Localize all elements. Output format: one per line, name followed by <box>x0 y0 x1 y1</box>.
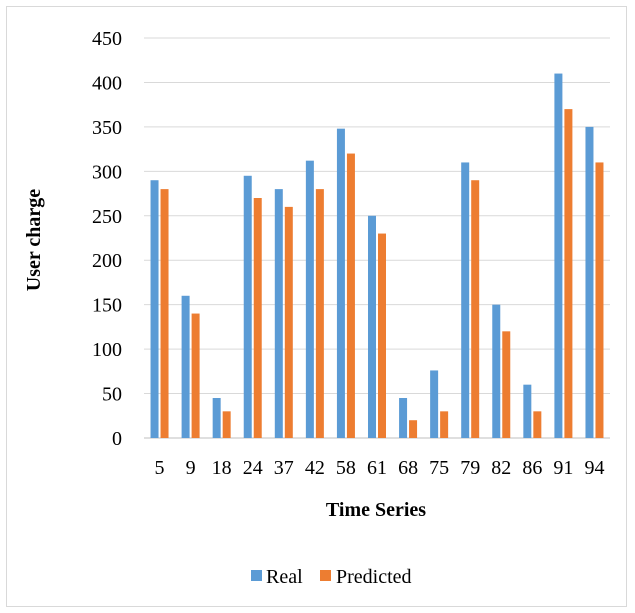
y-tick-label: 200 <box>92 250 122 272</box>
x-tick-label: 75 <box>429 457 449 479</box>
y-tick-label: 400 <box>92 72 122 94</box>
x-tick-label: 58 <box>336 457 356 479</box>
x-tick-label: 79 <box>460 457 480 479</box>
bar-real-75 <box>430 370 439 438</box>
bar-real-61 <box>368 215 376 438</box>
bar-real-18 <box>212 398 221 438</box>
x-tick-label: 24 <box>243 457 263 479</box>
bar-predicted-75 <box>440 411 449 438</box>
x-tick-label: 86 <box>522 457 542 479</box>
x-tick-label: 82 <box>491 457 511 479</box>
bar-predicted-42 <box>315 189 324 438</box>
bar-predicted-18 <box>222 411 231 438</box>
bar-real-86 <box>523 384 532 438</box>
bar-real-24 <box>243 175 252 438</box>
x-axis-title: Time Series <box>326 499 426 521</box>
y-tick-label: 100 <box>92 339 122 361</box>
bar-real-82 <box>492 304 501 438</box>
bar-predicted-58 <box>346 153 355 439</box>
x-tick-label: 9 <box>186 457 196 479</box>
legend-label-real: Real <box>266 566 303 588</box>
bar-predicted-61 <box>378 233 386 438</box>
x-tick-label: 91 <box>553 457 573 479</box>
bar-real-68 <box>399 398 408 438</box>
bar-predicted-82 <box>502 331 511 438</box>
bar-predicted-5 <box>160 189 169 438</box>
x-tick-label: 42 <box>305 457 325 479</box>
bar-real-79 <box>461 162 470 438</box>
bar-predicted-91 <box>564 109 573 438</box>
bars <box>150 73 604 439</box>
bar-predicted-68 <box>409 420 418 438</box>
legend: Real Predicted <box>251 566 412 588</box>
x-tick-label: 18 <box>212 457 232 479</box>
y-tick-label: 250 <box>92 206 122 228</box>
y-tick-label: 300 <box>92 161 122 183</box>
bar-real-94 <box>585 126 594 438</box>
y-axis-ticks: 0 50 100 150 200 250 300 350 400 450 <box>92 28 122 450</box>
y-axis-title: User charge <box>23 189 45 291</box>
y-tick-label: 50 <box>102 384 122 406</box>
bar-real-91 <box>554 73 563 439</box>
bar-predicted-9 <box>191 313 200 438</box>
bar-real-9 <box>181 295 190 438</box>
bar-real-42 <box>305 160 314 438</box>
x-tick-label: 68 <box>398 457 418 479</box>
x-tick-label: 61 <box>367 457 387 479</box>
bar-real-37 <box>274 189 283 438</box>
y-tick-label: 350 <box>92 117 122 139</box>
y-tick-label: 450 <box>92 28 122 50</box>
bar-real-5 <box>150 180 159 438</box>
legend-swatch-predicted <box>320 570 331 581</box>
bar-predicted-37 <box>284 206 293 438</box>
legend-label-predicted: Predicted <box>336 566 412 588</box>
legend-swatch-real <box>251 570 262 581</box>
y-tick-label: 150 <box>92 295 122 317</box>
gridlines <box>144 37 610 439</box>
bar-predicted-86 <box>533 411 542 438</box>
x-axis-ticks: 5 9 18 24 37 42 58 61 68 75 79 82 86 91 94 <box>155 457 605 479</box>
bar-predicted-94 <box>595 162 604 438</box>
x-tick-label: 5 <box>155 457 165 479</box>
y-tick-label: 0 <box>112 428 122 450</box>
x-tick-label: 94 <box>584 457 604 479</box>
bar-predicted-79 <box>471 180 480 438</box>
bar-real-58 <box>336 128 345 438</box>
bar-predicted-24 <box>253 198 262 438</box>
x-tick-label: 37 <box>274 457 294 479</box>
